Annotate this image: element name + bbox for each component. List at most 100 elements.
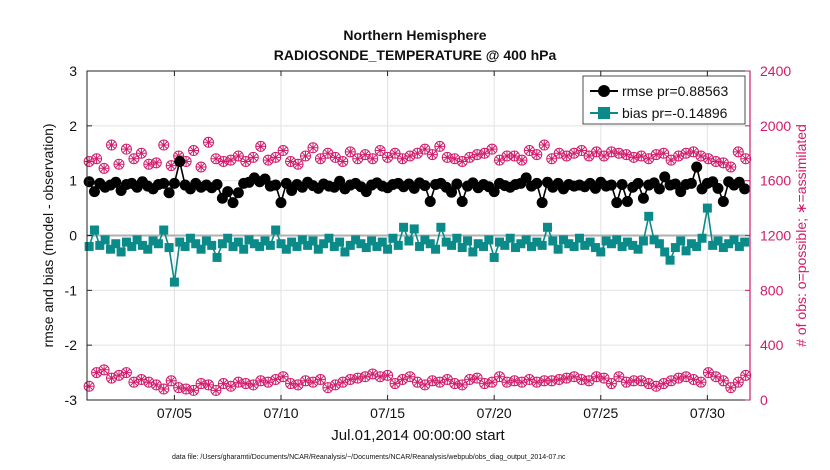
bias-point: [228, 241, 238, 251]
obs-assimilated-marker: [666, 375, 677, 386]
obs-assimilated-marker: [240, 156, 251, 167]
bias-point: [185, 233, 195, 243]
obs-assimilated-marker: [658, 148, 669, 159]
bias-point: [686, 239, 696, 249]
bias-point: [292, 241, 302, 251]
bias-point: [356, 239, 366, 249]
bias-point: [367, 236, 377, 246]
obs-assimilated-marker: [740, 370, 751, 381]
bias-point: [596, 247, 606, 257]
rmse-point: [222, 186, 234, 198]
rmse-point: [739, 183, 751, 195]
obs-assimilated-marker: [211, 153, 221, 164]
bias-point: [201, 236, 211, 246]
obs-assimilated-marker: [293, 159, 304, 170]
obs-assimilated-marker: [345, 146, 356, 157]
obs-assimilated-marker: [248, 152, 259, 163]
bias-point: [431, 244, 441, 254]
obs-assimilated-marker: [315, 153, 326, 164]
obs-assimilated-marker: [143, 159, 154, 170]
legend-bias-label: bias pr=-0.14896: [622, 105, 728, 121]
bias-point: [436, 222, 446, 232]
obs-assimilated-marker: [412, 377, 423, 388]
obs-assimilated-marker: [733, 377, 744, 388]
bias-point: [137, 240, 147, 250]
obs-assimilated-marker: [584, 375, 594, 386]
obs-assimilated-marker: [554, 148, 565, 159]
bias-point: [388, 233, 398, 243]
bias-point: [617, 241, 627, 251]
obs-assimilated-marker: [166, 160, 177, 171]
bias-point: [244, 235, 254, 245]
obs-assimilated-marker: [434, 377, 445, 388]
bias-point: [553, 244, 563, 254]
obs-assimilated-marker: [337, 156, 348, 167]
obs-assimilated-marker: [599, 373, 609, 384]
bias-point: [447, 240, 457, 250]
rmse-point: [110, 176, 122, 188]
x-tick-label: 07/20: [477, 405, 512, 421]
obs-assimilated-marker: [99, 163, 110, 174]
obs-assimilated-marker: [710, 156, 721, 167]
bias-point: [383, 244, 393, 254]
bias-point: [585, 237, 595, 247]
bias-point: [654, 239, 664, 249]
obs-assimilated-marker: [106, 140, 117, 150]
obs-assimilated-marker: [188, 145, 199, 156]
obs-assimilated-marker: [606, 378, 617, 389]
obs-assimilated-marker: [285, 156, 296, 167]
chart-title-line1: Northern Hemisphere: [343, 27, 486, 43]
obs-assimilated-marker: [136, 374, 147, 385]
bias-point: [335, 237, 345, 247]
obs-assimilated-marker: [628, 375, 639, 386]
bias-point: [708, 240, 718, 250]
obs-assimilated-marker: [479, 148, 490, 159]
obs-assimilated-marker: [502, 377, 512, 388]
rmse-series: [83, 155, 751, 209]
data-file-footer: data file: /Users/gharamti/Documents/NCA…: [172, 454, 566, 461]
obs-assimilated-marker: [322, 382, 333, 393]
obs-assimilated-marker: [427, 375, 438, 386]
y-tick-label-right: 0: [760, 392, 768, 408]
bias-point: [702, 203, 712, 213]
obs-assimilated-marker: [636, 151, 647, 161]
obs-assimilated-marker: [196, 162, 207, 172]
rmse-point: [446, 186, 458, 198]
obs-assimilated-marker: [84, 381, 95, 392]
bias-point: [84, 241, 94, 251]
obs-assimilated-marker: [546, 153, 557, 164]
x-tick-label: 07/30: [690, 405, 725, 421]
obs-assimilated-marker: [621, 149, 632, 160]
obs-assimilated-marker: [643, 153, 654, 164]
obs-assimilated-marker: [360, 149, 371, 160]
obs-assimilated-marker: [419, 379, 430, 390]
obs-assimilated-marker: [688, 146, 699, 157]
obs-assimilated-marker: [375, 371, 386, 382]
obs-assimilated-marker: [457, 156, 468, 167]
bias-point: [319, 239, 329, 249]
obs-assimilated-marker: [121, 367, 132, 378]
bias-point: [239, 244, 249, 254]
rmse-point: [632, 177, 644, 189]
bias-point: [479, 241, 489, 251]
y-tick-label-left: 1: [69, 173, 77, 189]
obs-assimilated-marker: [628, 152, 639, 163]
bias-point: [468, 247, 478, 257]
rmse-point: [227, 197, 239, 209]
obs-assimilated-marker: [703, 367, 714, 378]
plot-area: 07/05 07/10 07/15 07/20 07/25 07/30 -3 -2 -1 0 1 2 3…: [65, 63, 792, 421]
obs-assimilated-marker: [203, 137, 214, 148]
rmse-point: [616, 179, 628, 191]
obs-assimilated-marker: [494, 371, 505, 382]
bias-point: [111, 239, 121, 249]
obs-assimilated-marker: [99, 364, 110, 375]
obs-assimilated-marker: [658, 378, 669, 389]
obs-assimilated-marker: [591, 146, 602, 157]
bias-point: [100, 235, 110, 245]
bias-point: [313, 244, 323, 254]
bias-point: [665, 255, 675, 265]
x-tick-label: 07/10: [263, 405, 298, 421]
rmse-point: [717, 196, 729, 208]
bias-point: [521, 235, 531, 245]
obs-assimilated-marker: [494, 155, 505, 166]
